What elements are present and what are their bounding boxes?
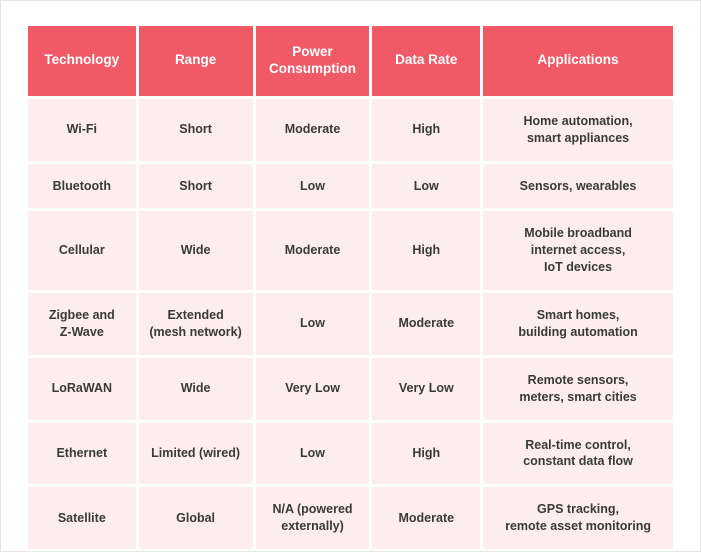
cell-range: Global [139, 487, 253, 549]
cell-range: Extended(mesh network) [139, 293, 253, 355]
table-header: Technology Range PowerConsumption Data R… [28, 26, 673, 96]
col-header-rate: Data Rate [372, 26, 480, 96]
cell-rate: High [372, 99, 480, 161]
table-header-row: Technology Range PowerConsumption Data R… [28, 26, 673, 96]
cell-rate: Very Low [372, 358, 480, 420]
cell-technology: Zigbee andZ-Wave [28, 293, 136, 355]
cell-range: Short [139, 164, 253, 209]
col-header-technology: Technology [28, 26, 136, 96]
cell-power: Low [256, 164, 370, 209]
cell-rate: Low [372, 164, 480, 209]
col-header-apps: Applications [483, 26, 673, 96]
table-row: Wi-Fi Short Moderate High Home automatio… [28, 99, 673, 161]
cell-technology: Bluetooth [28, 164, 136, 209]
cell-rate: High [372, 423, 480, 485]
table-row: Ethernet Limited (wired) Low High Real-t… [28, 423, 673, 485]
table-row: Bluetooth Short Low Low Sensors, wearabl… [28, 164, 673, 209]
cell-apps: GPS tracking,remote asset monitoring [483, 487, 673, 549]
cell-apps: Smart homes,building automation [483, 293, 673, 355]
cell-technology: LoRaWAN [28, 358, 136, 420]
comparison-table: Technology Range PowerConsumption Data R… [25, 23, 676, 552]
col-header-range: Range [139, 26, 253, 96]
cell-range: Wide [139, 211, 253, 290]
cell-rate: Moderate [372, 487, 480, 549]
cell-apps: Remote sensors,meters, smart cities [483, 358, 673, 420]
cell-power: Very Low [256, 358, 370, 420]
cell-apps: Mobile broadbandinternet access,IoT devi… [483, 211, 673, 290]
cell-power: Moderate [256, 211, 370, 290]
cell-technology: Cellular [28, 211, 136, 290]
cell-power: Low [256, 293, 370, 355]
table-row: Cellular Wide Moderate High Mobile broad… [28, 211, 673, 290]
cell-range: Wide [139, 358, 253, 420]
cell-apps: Real-time control,constant data flow [483, 423, 673, 485]
table-body: Wi-Fi Short Moderate High Home automatio… [28, 99, 673, 549]
col-header-power: PowerConsumption [256, 26, 370, 96]
table-row: Satellite Global N/A (poweredexternally)… [28, 487, 673, 549]
cell-range: Short [139, 99, 253, 161]
cell-apps: Sensors, wearables [483, 164, 673, 209]
table-frame: Technology Range PowerConsumption Data R… [0, 0, 701, 552]
cell-apps: Home automation,smart appliances [483, 99, 673, 161]
cell-rate: High [372, 211, 480, 290]
table-row: LoRaWAN Wide Very Low Very Low Remote se… [28, 358, 673, 420]
cell-rate: Moderate [372, 293, 480, 355]
cell-power: Moderate [256, 99, 370, 161]
cell-technology: Satellite [28, 487, 136, 549]
cell-power: N/A (poweredexternally) [256, 487, 370, 549]
cell-technology: Wi-Fi [28, 99, 136, 161]
table-row: Zigbee andZ-Wave Extended(mesh network) … [28, 293, 673, 355]
cell-range: Limited (wired) [139, 423, 253, 485]
cell-technology: Ethernet [28, 423, 136, 485]
cell-power: Low [256, 423, 370, 485]
